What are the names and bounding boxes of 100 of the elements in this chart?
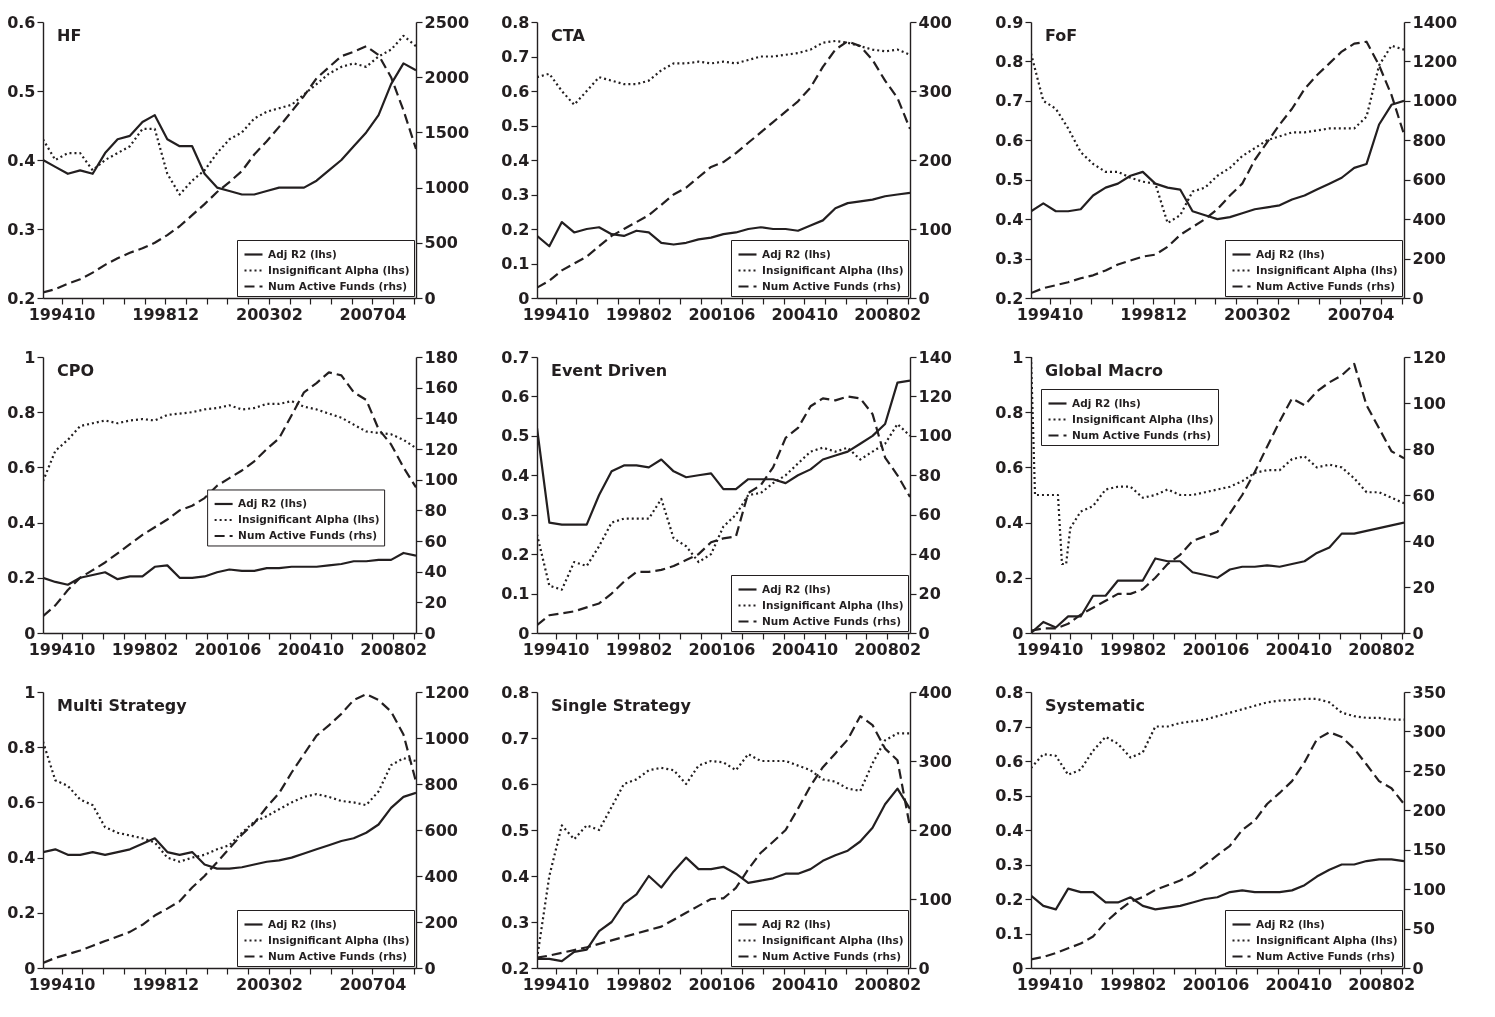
- y2-tick-label: 1500: [424, 122, 470, 142]
- y2-tick-label: 80: [1412, 439, 1435, 459]
- y-tick-label: 0.8: [995, 402, 1024, 422]
- y2-tick-label: 350: [1412, 682, 1446, 702]
- y-tick-label: 0.5: [501, 426, 530, 446]
- y-tick-label: 0.5: [995, 170, 1024, 190]
- legend-label: Num Active Funds (rhs): [1256, 279, 1395, 292]
- y-tick-label: 0.7: [501, 728, 530, 748]
- y-tick-label: 0.4: [501, 465, 530, 485]
- y2-tick-label: 800: [424, 774, 458, 794]
- x-tick-label: 199812: [132, 304, 200, 324]
- x-tick-label: 200106: [688, 974, 756, 994]
- legend-label: Adj R2 (lhs): [762, 917, 831, 930]
- chart-title: Multi Strategy: [57, 696, 188, 715]
- y-tick-label: 0.5: [7, 81, 36, 101]
- y-tick-label: 0.7: [501, 347, 530, 367]
- x-tick-label: 200106: [1182, 974, 1250, 994]
- y-tick-label: 0.4: [995, 513, 1024, 533]
- y-tick-label: 0.4: [995, 209, 1024, 229]
- y-tick-label: 0.3: [7, 219, 36, 239]
- y-tick-label: 0.1: [995, 924, 1024, 943]
- legend-label: Insignificant Alpha (lhs): [268, 933, 410, 946]
- y2-tick-label: 0: [424, 958, 436, 978]
- legend-label: Num Active Funds (rhs): [1072, 428, 1211, 441]
- y2-tick-label: 400: [424, 866, 458, 886]
- y2-tick-label: 200: [1412, 249, 1446, 269]
- y2-tick-label: 140: [918, 347, 952, 367]
- y-tick-label: 0.6: [995, 130, 1024, 150]
- y2-tick-label: 100: [918, 889, 952, 909]
- y-tick-label: 0.4: [7, 513, 36, 533]
- y2-tick-label: 60: [1412, 485, 1435, 505]
- x-tick-label: 199812: [1120, 304, 1188, 324]
- y-tick-label: 0.2: [995, 568, 1024, 588]
- y-tick-label: 1: [1012, 347, 1024, 367]
- y-tick-label: 0.7: [501, 47, 530, 66]
- x-tick-label: 200106: [1182, 639, 1250, 659]
- y2-tick-label: 300: [918, 81, 952, 101]
- y2-tick-label: 600: [1412, 170, 1446, 190]
- y2-tick-label: 1000: [1412, 91, 1458, 111]
- y2-tick-label: 120: [918, 386, 952, 406]
- y2-tick-label: 120: [424, 439, 458, 459]
- y-tick-label: 0.1: [501, 584, 530, 604]
- y2-tick-label: 60: [918, 505, 941, 525]
- x-tick-label: 199802: [605, 974, 673, 994]
- y-tick-label: 0.5: [995, 786, 1024, 805]
- y2-tick-label: 120: [1412, 347, 1446, 367]
- y-tick-label: 0.2: [501, 544, 530, 564]
- y-tick-label: 0.2: [501, 219, 530, 239]
- x-tick-label: 200704: [1327, 304, 1395, 324]
- y-tick-label: 0.3: [995, 855, 1024, 874]
- y2-tick-label: 200: [1412, 800, 1446, 820]
- y-tick-label: 0.6: [7, 12, 36, 32]
- y2-tick-label: 1000: [424, 178, 470, 198]
- y2-tick-label: 400: [1412, 209, 1446, 229]
- chart-title: HF: [57, 26, 82, 45]
- y2-tick-label: 200: [424, 912, 458, 932]
- y-tick-label: 0.6: [995, 751, 1024, 771]
- y2-tick-label: 80: [424, 500, 447, 520]
- x-tick-label: 200106: [194, 639, 262, 659]
- y-tick-label: 0.2: [7, 903, 36, 923]
- x-tick-label: 200704: [339, 304, 407, 324]
- x-tick-label: 200704: [339, 974, 407, 994]
- y2-tick-label: 1400: [1412, 12, 1458, 32]
- legend-label: Num Active Funds (rhs): [1256, 949, 1395, 962]
- x-tick-label: 200302: [235, 304, 303, 324]
- y-tick-label: 1: [24, 682, 36, 702]
- y-tick-label: 0.8: [501, 12, 530, 32]
- x-tick-label: 199802: [605, 304, 673, 324]
- legend-label: Adj R2 (lhs): [1072, 396, 1141, 409]
- y2-tick-label: 100: [1412, 879, 1446, 899]
- y2-tick-label: 400: [918, 12, 952, 32]
- y-tick-label: 0.2: [995, 889, 1024, 909]
- x-tick-label: 200410: [771, 304, 839, 324]
- legend-label: Adj R2 (lhs): [238, 496, 307, 509]
- y2-tick-label: 140: [424, 408, 458, 428]
- x-tick-label: 199802: [1099, 639, 1167, 659]
- y2-tick-label: 150: [1412, 840, 1446, 860]
- x-tick-label: 200410: [1265, 639, 1333, 659]
- y2-tick-label: 300: [918, 751, 952, 771]
- y2-tick-label: 100: [1412, 393, 1446, 413]
- y-tick-label: 0.2: [7, 568, 36, 588]
- chart-title: Single Strategy: [551, 696, 692, 715]
- y-tick-label: 0.7: [995, 717, 1024, 736]
- y-tick-label: 0.3: [501, 912, 530, 932]
- y-tick-label: 0.5: [501, 116, 530, 135]
- legend-label: Num Active Funds (rhs): [762, 614, 901, 627]
- y2-tick-label: 60: [424, 531, 447, 551]
- legend-label: Num Active Funds (rhs): [238, 528, 378, 541]
- legend-label: Insignificant Alpha (lhs): [238, 512, 380, 525]
- y-tick-label: 1: [24, 347, 36, 367]
- y2-tick-label: 180: [424, 347, 458, 367]
- y2-tick-label: 300: [1412, 721, 1446, 741]
- y-tick-label: 0.6: [501, 386, 530, 406]
- y2-tick-label: 40: [1412, 531, 1435, 551]
- y2-tick-label: 100: [424, 470, 458, 490]
- y-tick-label: 0.4: [501, 866, 530, 886]
- legend-label: Insignificant Alpha (lhs): [268, 263, 410, 276]
- legend-label: Adj R2 (lhs): [268, 247, 337, 260]
- chart-title: CTA: [551, 26, 586, 45]
- y-tick-label: 0.3: [501, 505, 530, 525]
